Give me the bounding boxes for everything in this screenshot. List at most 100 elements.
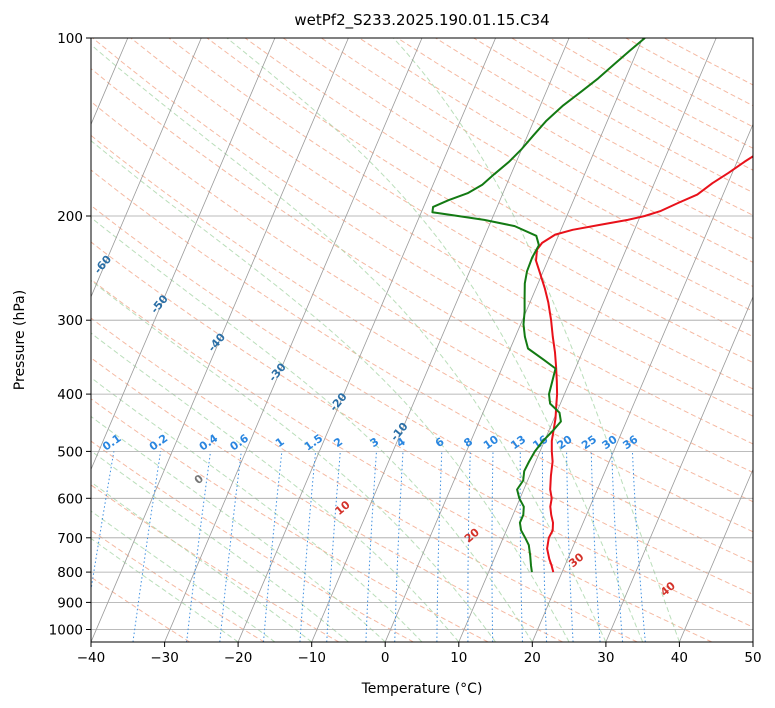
x-tick-label: 20 [524,650,541,666]
dry-adiabat [91,100,753,503]
dry-adiabat-label: -60 [91,253,114,277]
moist-adiabat [91,537,239,642]
dry-adiabat [663,38,753,86]
dry-adiabat [130,38,753,417]
mixing-ratio-label: 8 [461,435,475,450]
moist-adiabat [91,481,312,642]
moist-adiabat-label: 40 [658,579,678,599]
y-tick-label: 200 [57,209,83,225]
isotherm [91,38,349,642]
dry-adiabat [91,134,753,533]
mixing-ratio-label: 13 [508,433,528,452]
moist-adiabat [91,44,607,642]
y-tick-label: 1000 [49,623,83,639]
profile-line [431,38,646,573]
mixing-ratio-label: 0.6 [228,431,252,453]
mixing-ratio-line [491,451,494,642]
isotherm [311,38,570,642]
dry-adiabat [91,169,753,564]
moist-adiabat [91,279,496,642]
dry-adiabat [91,484,340,642]
profile-lines [431,38,753,573]
dry-adiabat [91,576,190,642]
mixing-ratio-label: 3 [368,435,382,450]
mixing-ratio-line [299,451,317,642]
dry-adiabat [587,38,753,128]
mixing-ratio-line [590,451,601,642]
mixing-ratio-line [566,451,574,642]
dry-adiabat [206,38,753,364]
mixing-ratio-label: 0.2 [147,432,170,454]
profile-line [535,155,753,573]
x-tick-label: 10 [450,650,467,666]
mixing-ratio-label: 2 [331,435,345,450]
background-lines [91,38,753,642]
y-tick-label: 500 [57,444,83,460]
mixing-ratio-line [263,451,283,642]
moist-adiabat [91,450,349,642]
x-tick-label: −30 [150,650,179,666]
moist-adiabat [91,510,276,642]
y-tick-label: 700 [57,531,83,547]
isotherm [91,38,276,471]
x-tick-label: −40 [77,650,106,666]
isotherm [531,123,753,642]
moist-adiabat-label: 0 [192,472,206,487]
mixing-ratio-line [132,451,162,642]
dry-adiabat-label: -80 [0,132,19,156]
moist-adiabat [226,38,644,642]
isotherm [237,38,496,642]
y-tick-label: 300 [57,313,83,329]
mixing-ratio-label: 30 [600,433,620,453]
mixing-ratio-label: 36 [620,433,640,453]
dry-adiabat [91,204,753,595]
dry-adiabat [359,38,753,263]
moist-adiabat-label: 10 [333,498,353,518]
isotherm [752,640,753,642]
dry-adiabat-label: -10 [388,420,411,444]
dry-adiabat [91,357,563,642]
mixing-ratio-label: 1 [273,435,287,450]
mixing-ratio-label: 6 [433,435,447,450]
x-tick-label: −10 [297,650,326,666]
dry-adiabat-label: -40 [205,330,228,354]
moist-adiabat [91,415,386,642]
moist-adiabat [91,140,570,642]
moist-adiabat [91,332,460,642]
x-axis-label: Temperature (°C) [361,681,483,697]
x-tick-label: 0 [381,650,390,666]
moist-adiabat [91,216,533,642]
x-tick-label: −20 [224,650,253,666]
mixing-ratio-line [219,451,242,642]
dry-adiabat [91,529,265,642]
plot-frame [90,37,754,643]
mixing-ratio-line [186,451,211,642]
dry-adiabat [91,440,414,642]
isotherm [384,38,644,642]
dry-adiabat [511,38,753,171]
x-axis: −40 −30 −20 −10 0 10 20 30 40 50 [77,642,762,666]
isopleth-labels: 0.10.20.40.611.52346810131620253036-100-… [0,132,678,599]
y-axis-label: Pressure (hPa) [12,290,28,390]
x-tick-label: 30 [597,650,614,666]
moist-adiabat-label: 20 [462,525,482,545]
isotherm [458,38,717,642]
moist-adiabat [393,38,680,642]
dry-adiabat [91,317,638,642]
y-tick-label: 900 [57,595,83,611]
isotherm [164,38,423,642]
dry-adiabat [168,38,753,390]
mixing-ratio-line [436,451,443,642]
y-tick-label: 600 [57,491,83,507]
y-tick-label: 100 [57,31,83,47]
mixing-ratio-line [91,451,115,593]
mixing-ratio-line [467,451,471,642]
dry-adiabat-label: -20 [327,390,350,414]
isotherm [605,295,753,642]
mixing-ratio-label: 1.5 [302,432,325,454]
moist-adiabat [91,377,423,642]
y-tick-label: 800 [57,565,83,581]
isotherm [679,468,753,642]
mixing-ratio-line [631,451,646,642]
